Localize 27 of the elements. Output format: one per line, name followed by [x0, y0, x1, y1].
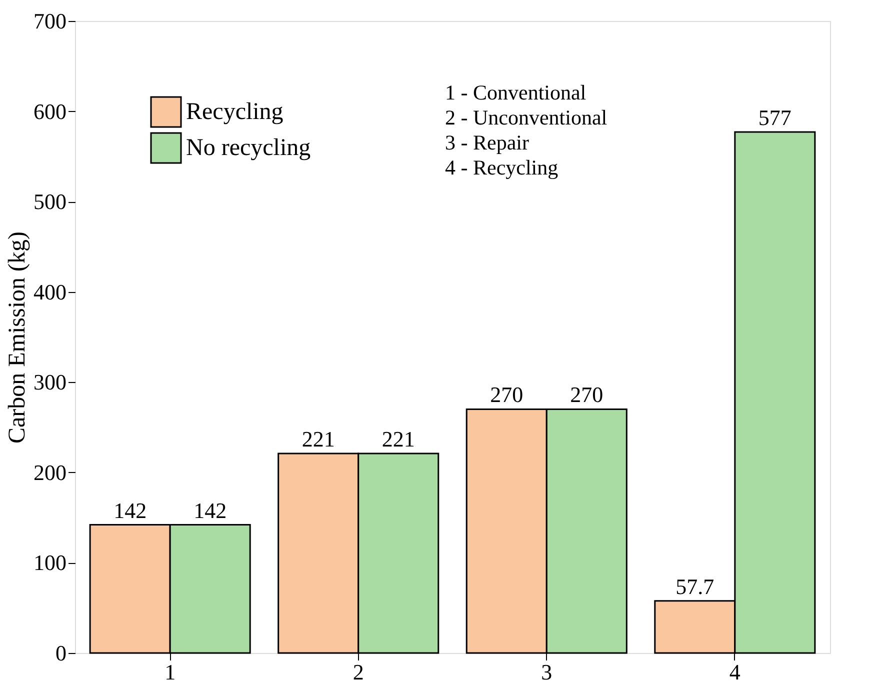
data-label: 270 [570, 382, 604, 408]
y-tick-label: 400 [34, 279, 66, 304]
data-label: 577 [758, 105, 792, 130]
y-tick-label: 700 [34, 8, 66, 34]
legend-label: Recycling [186, 99, 284, 125]
data-label: 142 [114, 498, 147, 523]
y-tick-label: 200 [34, 460, 66, 485]
data-label: 142 [194, 498, 227, 523]
legend-label: No recycling [186, 135, 311, 161]
annotation: 1 - Conventional [445, 80, 586, 104]
x-tick-label: 3 [541, 660, 552, 684]
data-label: 57.7 [676, 574, 714, 599]
x-tick-label: 1 [164, 660, 176, 684]
x-tick-label: 4 [729, 660, 740, 684]
annotation: 3 - Repair [445, 130, 529, 154]
annotation: 2 - Unconventional [445, 106, 608, 130]
data-label: 221 [382, 426, 415, 452]
y-tick-label: 300 [34, 370, 66, 395]
data-label: 270 [490, 382, 524, 408]
y-tick-label: 100 [34, 550, 66, 576]
data-label: 221 [302, 426, 335, 452]
x-tick-label: 2 [352, 660, 364, 684]
y-tick-label: 500 [34, 189, 66, 214]
y-axis-title: Carbon Emission (kg) [4, 232, 30, 444]
y-tick-label: 0 [56, 640, 66, 666]
y-tick-label: 600 [34, 98, 66, 124]
annotation: 4 - Recycling [445, 156, 559, 180]
